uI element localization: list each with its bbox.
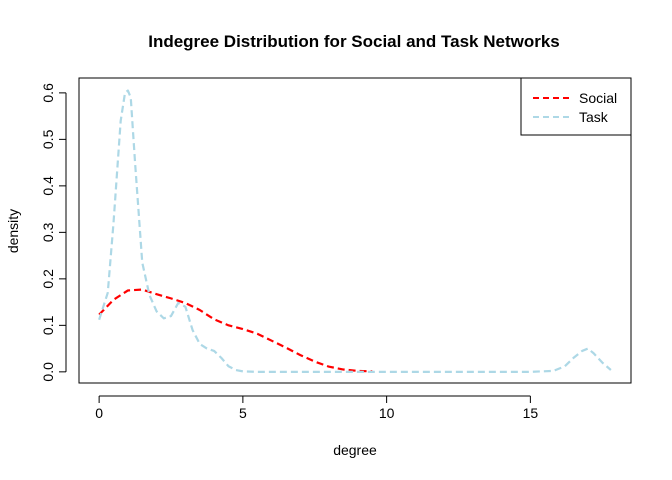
x-axis-label: degree [333, 442, 377, 458]
plot-frame [78, 77, 632, 384]
series-line-task [98, 89, 612, 373]
series-layer [98, 89, 612, 373]
series-line-social [98, 288, 373, 373]
y-axis-label: density [5, 209, 21, 253]
x-axis: 0 5 10 15 [95, 395, 539, 421]
y-tick-label: 0.5 [40, 129, 56, 149]
legend-label-task: Task [579, 109, 609, 125]
y-tick-label: 0.6 [40, 83, 56, 103]
y-tick-label: 0.3 [40, 222, 56, 242]
y-tick-label: 0.1 [40, 315, 56, 335]
plot-border [78, 77, 632, 384]
x-tick-label: 5 [239, 405, 247, 421]
y-tick-label: 0.4 [40, 176, 56, 196]
legend-box [520, 77, 632, 136]
legend-label-social: Social [579, 90, 617, 106]
x-tick-label: 0 [95, 405, 103, 421]
x-tick-label: 15 [523, 405, 539, 421]
chart-title: Indegree Distribution for Social and Tas… [148, 32, 560, 51]
legend: Social Task [520, 77, 632, 136]
x-tick-label: 10 [379, 405, 395, 421]
y-tick-label: 0.0 [40, 362, 56, 382]
y-axis: 0.0 0.1 0.2 0.3 0.4 0.5 0.6 [40, 83, 67, 382]
y-tick-label: 0.2 [40, 269, 56, 289]
